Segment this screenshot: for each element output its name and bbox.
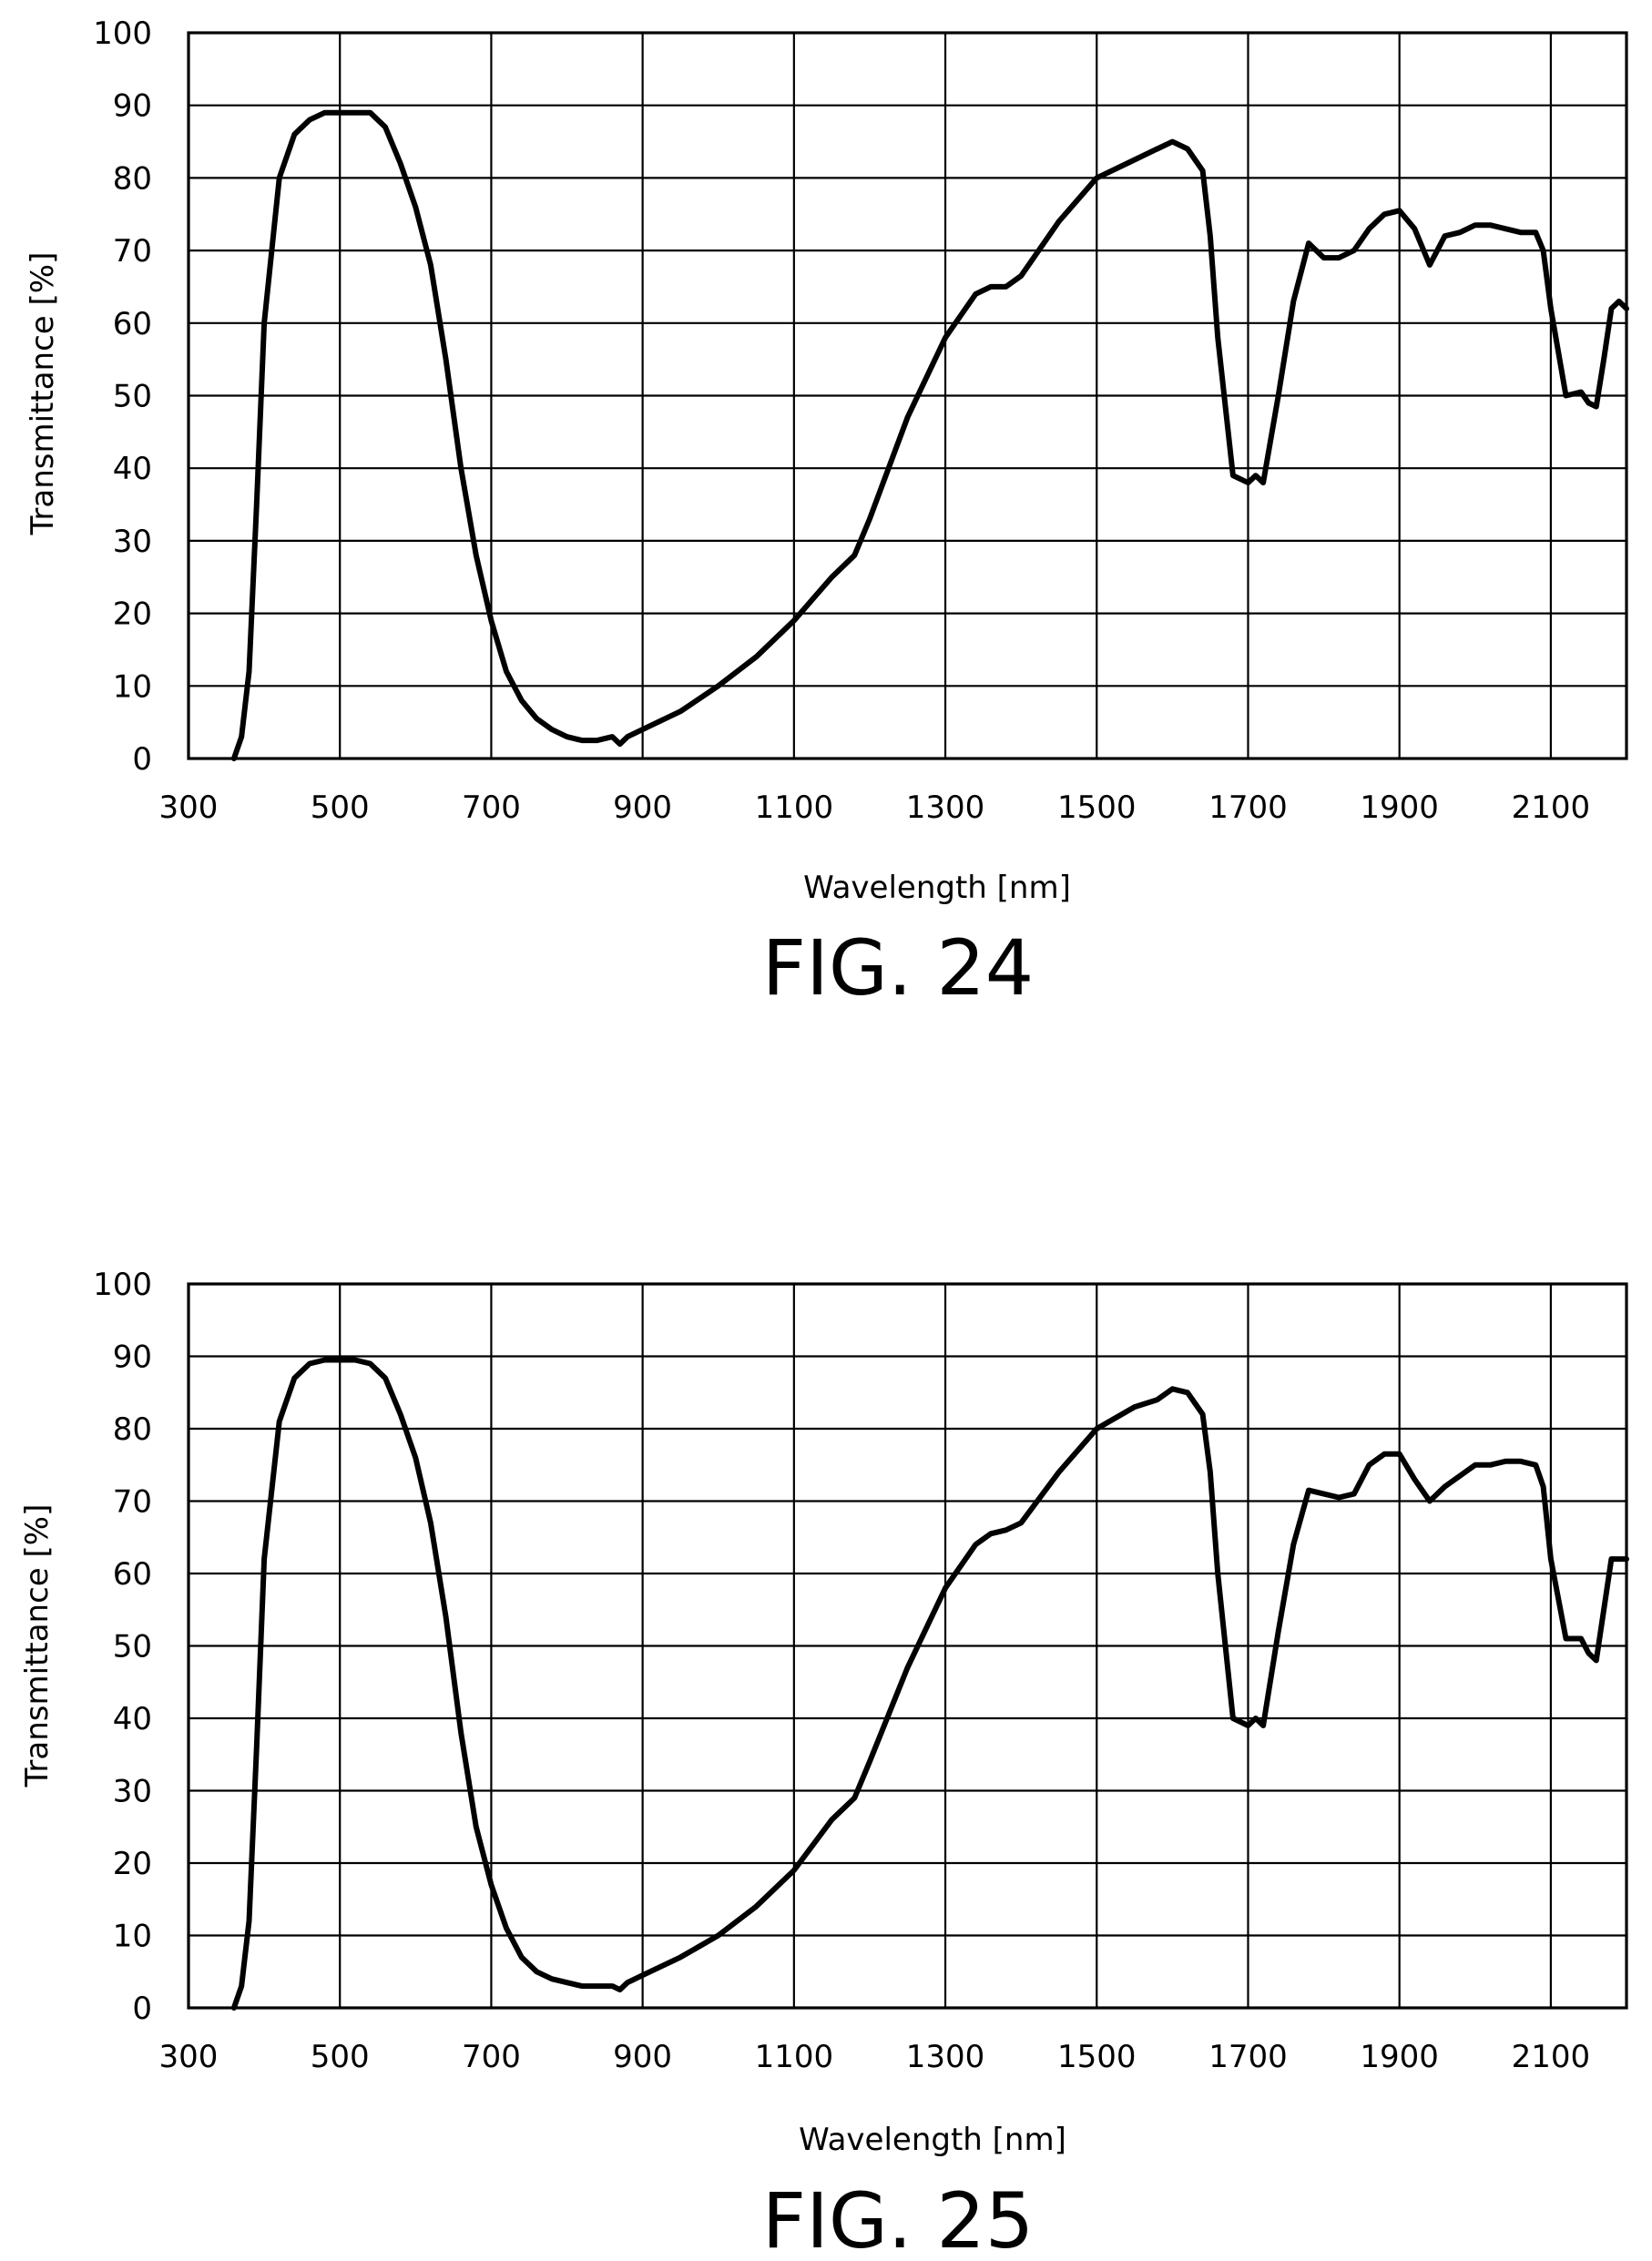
y-axis-label: Transmittance [%] xyxy=(25,252,61,536)
y-tick-label: 30 xyxy=(113,1774,152,1810)
x-tick-label: 500 xyxy=(311,2039,370,2075)
x-tick-label: 300 xyxy=(159,789,219,826)
y-tick-label: 50 xyxy=(113,379,152,415)
x-tick-label: 1500 xyxy=(1057,2039,1137,2075)
y-tick-label: 10 xyxy=(113,1919,152,1955)
x-tick-label: 1100 xyxy=(755,2039,834,2075)
x-tick-label: 1300 xyxy=(906,789,985,826)
y-tick-label: 60 xyxy=(113,306,152,342)
y-tick-label: 0 xyxy=(132,741,152,778)
x-tick-label: 500 xyxy=(311,789,370,826)
y-tick-label: 30 xyxy=(113,524,152,560)
y-tick-label: 0 xyxy=(132,1991,152,2027)
y-tick-label: 20 xyxy=(113,1846,152,1882)
y-tick-label: 40 xyxy=(113,1701,152,1737)
x-tick-label: 300 xyxy=(159,2039,219,2075)
y-tick-label: 80 xyxy=(113,1411,152,1448)
figure-caption: FIG. 25 xyxy=(762,2176,1034,2261)
y-tick-label: 80 xyxy=(113,160,152,197)
y-tick-label: 100 xyxy=(93,15,152,52)
x-tick-label: 2100 xyxy=(1512,2039,1591,2075)
x-tick-label: 1100 xyxy=(755,789,834,826)
y-tick-label: 90 xyxy=(113,88,152,125)
figure-caption: FIG. 24 xyxy=(762,923,1034,1013)
x-axis-label: Wavelength [nm] xyxy=(803,870,1071,906)
x-tick-label: 2100 xyxy=(1512,789,1591,826)
x-tick-label: 900 xyxy=(613,789,672,826)
figure-24: 300 500 700 900 1100 1300 1500 1700 1900 2100 0 10 2… xyxy=(0,0,1652,1129)
y-tick-label: 40 xyxy=(113,451,152,487)
x-tick-label: 1700 xyxy=(1208,789,1288,826)
y-tick-label: 50 xyxy=(113,1629,152,1665)
y-tick-label: 10 xyxy=(113,668,152,705)
x-tick-label: 700 xyxy=(462,789,521,826)
x-tick-label: 1900 xyxy=(1360,789,1439,826)
transmittance-chart-fig-24: 300 500 700 900 1100 1300 1500 1700 1900 2100 0 10 2… xyxy=(25,15,1629,1013)
x-tick-label: 1900 xyxy=(1360,2039,1439,2075)
transmittance-curve xyxy=(230,109,1629,761)
x-tick-label: 900 xyxy=(613,2039,672,2075)
plot-frame xyxy=(187,1282,1628,2010)
y-tick-label: 90 xyxy=(113,1339,152,1376)
x-axis-label: Wavelength [nm] xyxy=(799,2122,1066,2158)
plot-frame xyxy=(187,31,1628,760)
y-tick-label: 70 xyxy=(113,1484,152,1521)
transmittance-curve xyxy=(230,1357,1629,2011)
y-axis-label: Transmittance [%] xyxy=(19,1504,56,1788)
x-tick-label: 700 xyxy=(462,2039,521,2075)
x-tick-label: 1700 xyxy=(1208,2039,1288,2075)
x-tick-label: 1500 xyxy=(1057,789,1137,826)
y-tick-label: 60 xyxy=(113,1556,152,1593)
y-tick-label: 20 xyxy=(113,596,152,633)
y-tick-label: 100 xyxy=(93,1267,152,1303)
transmittance-chart-fig-25: 300 500 700 900 1100 1300 1500 1700 1900 2100 0 10 2… xyxy=(19,1267,1629,2261)
y-tick-label: 70 xyxy=(113,233,152,270)
figure-25: 300 500 700 900 1100 1300 1500 1700 1900 2100 0 10 2… xyxy=(0,1129,1652,2261)
x-tick-label: 1300 xyxy=(906,2039,985,2075)
